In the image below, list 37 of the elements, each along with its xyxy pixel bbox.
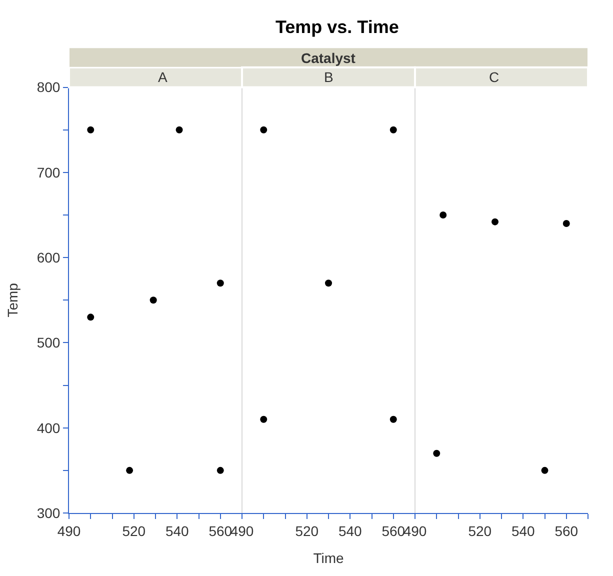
point xyxy=(433,450,440,457)
x-tick-label: 490 xyxy=(57,522,81,539)
y-tick-label: 600 xyxy=(36,249,60,266)
point xyxy=(176,126,183,134)
chart-title: B xyxy=(324,69,334,85)
x-tick-label: 520 xyxy=(468,522,492,539)
x-tick-label: 540 xyxy=(165,522,190,539)
point xyxy=(440,212,447,219)
x-tick-label: 540 xyxy=(511,522,536,539)
x-tick-label: 560 xyxy=(382,522,406,539)
point xyxy=(150,296,157,304)
x-tick-label: 560 xyxy=(208,522,232,539)
chart-title: C xyxy=(489,69,500,85)
x-tick-label: 520 xyxy=(295,522,319,539)
point xyxy=(216,280,224,287)
y-tick-label: 400 xyxy=(36,420,60,436)
point xyxy=(562,220,570,228)
x-axis-title: Time xyxy=(313,550,344,566)
chart-title: A xyxy=(158,69,168,85)
text: Temp vs. Time xyxy=(275,16,399,37)
y-tick-label: 300 xyxy=(36,504,60,521)
y-axis-title: Temp xyxy=(4,282,20,318)
point xyxy=(216,466,224,474)
point xyxy=(492,218,499,226)
y-tick-label: 500 xyxy=(36,334,60,351)
point xyxy=(87,314,94,321)
x-tick-label: 490 xyxy=(403,522,427,539)
point xyxy=(87,126,94,134)
text: Catalyst xyxy=(301,50,356,66)
y-tick-label: 700 xyxy=(36,164,60,180)
y-tick-label: 800 xyxy=(36,79,60,96)
x-tick-label: 520 xyxy=(122,522,146,539)
point xyxy=(126,466,134,474)
x-tick-label: 540 xyxy=(338,522,362,539)
x-tick-label: 490 xyxy=(230,522,254,539)
point xyxy=(541,466,548,474)
x-tick-label: 560 xyxy=(554,522,578,539)
